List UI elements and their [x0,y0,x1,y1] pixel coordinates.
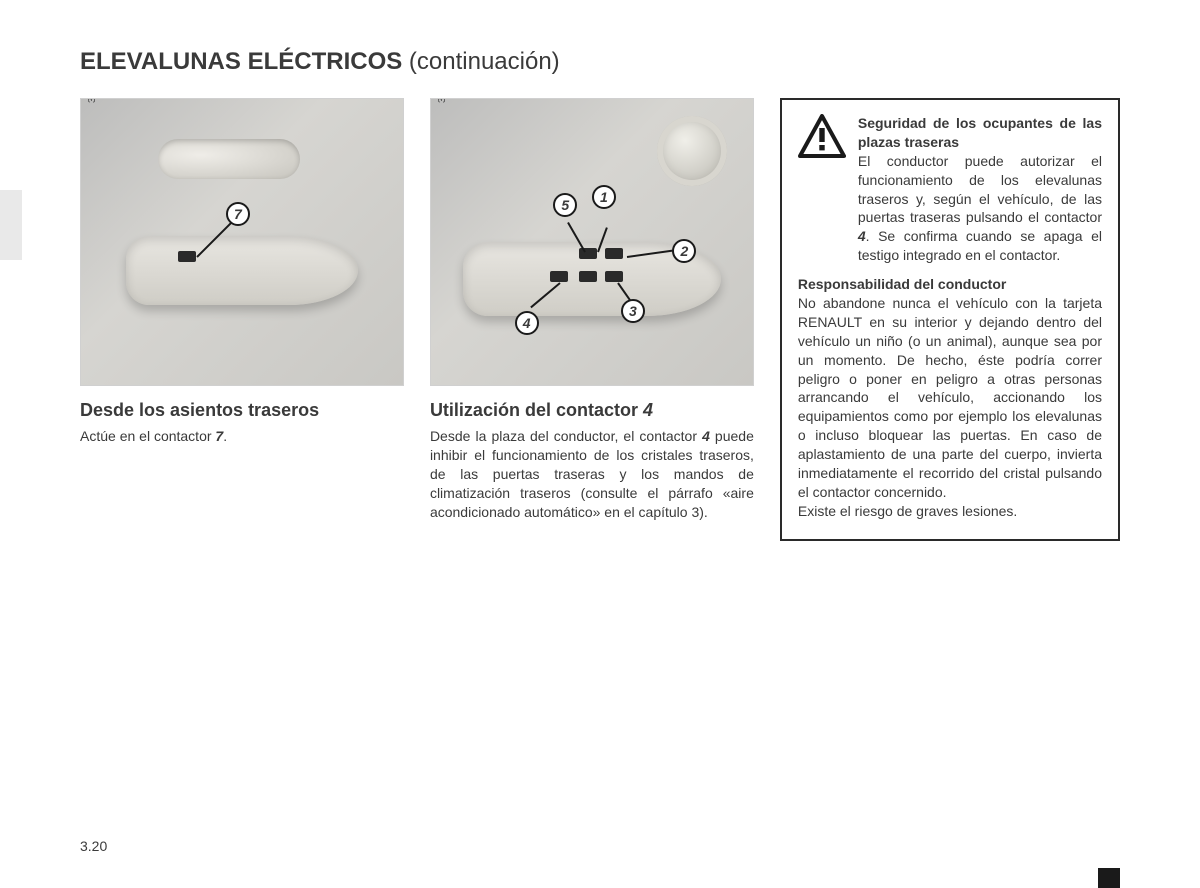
reference-number: 4 [858,228,866,244]
reference-number: 4 [702,428,710,444]
mid-body: Desde la plaza del conductor, el contact… [430,427,754,521]
page-title: ELEVALUNAS ELÉCTRICOS (continuación) [80,48,1120,76]
manual-page: ELEVALUNAS ELÉCTRICOS (continuación) 326… [0,0,1200,581]
column-right: Seguridad de los ocupantes de las plazas… [780,98,1120,541]
text: . Se confirma cuando se apaga el testigo… [858,228,1102,263]
callout-label: 1 [600,189,608,205]
figure-rear-seat-switch: 326 7 [80,98,404,386]
warning-p2: No abandone nunca el vehículo con la tar… [798,294,1102,502]
warning-p3: Existe el riesgo de graves lesiones. [798,502,1102,521]
left-body: Actúe en el contactor 7. [80,427,404,446]
title-main: ELEVALUNAS ELÉCTRICOS [80,48,409,75]
callout-1: 1 [592,185,616,209]
page-crop-mark [1098,868,1120,888]
warning-p1: El conductor puede autorizar el funciona… [858,153,1102,263]
callout-label: 7 [234,206,242,222]
door-handle-shape [158,139,300,179]
callout-3: 3 [621,299,645,323]
switch-shape [579,271,597,282]
callout-4: 4 [515,311,539,335]
text: . [223,428,227,444]
text: Utilización del contactor [430,400,643,420]
callout-label: 5 [561,197,569,213]
switch-shape [605,248,623,259]
door-armrest-shape [126,236,358,305]
warning-title: Seguridad de los ocupantes de las plazas… [858,114,1102,152]
callout-label: 2 [680,243,688,259]
column-middle: 326A 1 2 [430,98,754,541]
warning-icon [798,114,846,158]
callout-label: 3 [629,303,637,319]
switch-shape [550,271,568,282]
column-left: 326 7 Desde los asientos traseros Actúe … [80,98,404,541]
text: El conductor puede autorizar el funciona… [858,153,1102,226]
title-sub: (continuación) [409,48,560,75]
warning-subtitle: Responsabilidad del conductor [798,275,1102,294]
figure-driver-switch-panel: 326A 1 2 [430,98,754,386]
text: Actúe en el contactor [80,428,215,444]
callout-label: 4 [523,315,531,331]
mid-heading: Utilización del contactor 4 [430,400,754,421]
callout-7: 7 [226,202,250,226]
text: Desde la plaza del conductor, el contact… [430,428,702,444]
window-switch-shape [178,251,196,262]
switch-shape [605,271,623,282]
warning-box: Seguridad de los ocupantes de las plazas… [780,98,1120,541]
left-heading: Desde los asientos traseros [80,400,404,421]
reference-number: 4 [643,400,653,420]
page-left-tab [0,190,22,260]
page-number: 3.20 [80,838,107,854]
air-vent-shape [657,116,727,186]
